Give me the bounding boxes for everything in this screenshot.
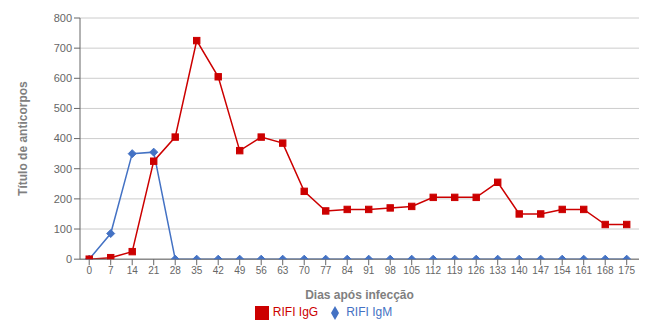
svg-text:168: 168 (597, 265, 614, 276)
svg-text:140: 140 (511, 265, 528, 276)
svg-text:42: 42 (213, 265, 225, 276)
svg-text:175: 175 (618, 265, 635, 276)
svg-text:147: 147 (532, 265, 549, 276)
svg-text:21: 21 (148, 265, 160, 276)
svg-text:105: 105 (403, 265, 420, 276)
svg-text:98: 98 (385, 265, 397, 276)
svg-text:800: 800 (54, 12, 72, 24)
svg-text:600: 600 (54, 72, 72, 84)
svg-text:126: 126 (468, 265, 485, 276)
svg-text:112: 112 (425, 265, 441, 276)
svg-text:Dias após infecção: Dias após infecção (305, 288, 414, 302)
svg-text:300: 300 (54, 163, 72, 175)
svg-text:0: 0 (66, 253, 72, 265)
svg-text:70: 70 (299, 265, 311, 276)
svg-text:35: 35 (191, 265, 203, 276)
svg-text:700: 700 (54, 42, 72, 54)
svg-text:7: 7 (108, 265, 114, 276)
svg-text:154: 154 (554, 265, 571, 276)
svg-text:133: 133 (489, 265, 506, 276)
svg-text:49: 49 (234, 265, 246, 276)
svg-text:Título de anticorpos: Título de anticorpos (16, 81, 30, 196)
svg-text:91: 91 (363, 265, 375, 276)
svg-text:400: 400 (54, 132, 72, 144)
svg-text:161: 161 (575, 265, 592, 276)
html-text:RIFI IgG: RIFI IgG (272, 305, 319, 320)
svg-text:100: 100 (54, 223, 72, 235)
svg-text:200: 200 (54, 193, 72, 205)
html-text:RIFI IgM: RIFI IgM (346, 305, 393, 320)
svg-text:77: 77 (320, 265, 332, 276)
svg-text:84: 84 (342, 265, 354, 276)
svg-text:119: 119 (447, 265, 463, 276)
svg-text:14: 14 (127, 265, 139, 276)
svg-text:56: 56 (256, 265, 268, 276)
svg-text:63: 63 (277, 265, 289, 276)
svg-text:0: 0 (86, 265, 92, 276)
svg-text:500: 500 (54, 102, 72, 114)
svg-text:28: 28 (170, 265, 182, 276)
